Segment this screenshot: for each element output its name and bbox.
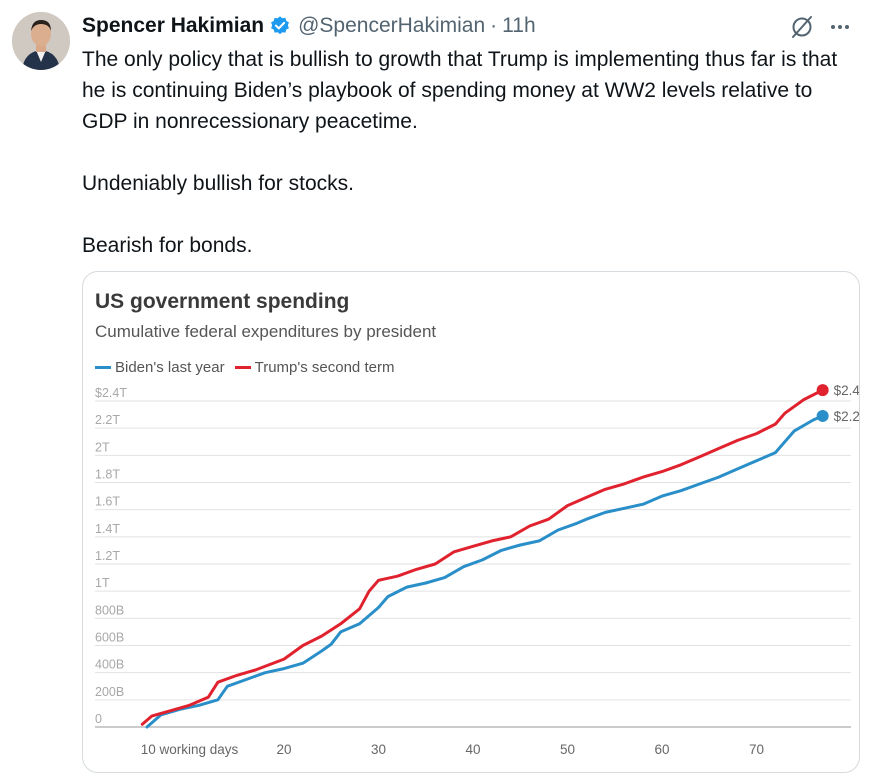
legend-label-trump: Trump's second term <box>254 359 395 376</box>
series-end-point-biden <box>816 409 829 422</box>
chart-card[interactable]: US government spending Cumulative federa… <box>82 271 860 773</box>
legend-item-biden: Biden's last year <box>95 359 225 376</box>
author-name[interactable]: Spencer Hakimian <box>82 14 265 37</box>
y-tick-label: 1.4T <box>95 522 120 536</box>
chart-legend: Biden's last year Trump's second term <box>95 359 404 376</box>
series-end-label-biden: $2.29T <box>834 409 859 424</box>
series-line-biden <box>145 414 825 729</box>
more-icon[interactable] <box>825 12 855 42</box>
y-tick-label: 1T <box>95 576 110 590</box>
grok-icon[interactable] <box>787 12 817 42</box>
y-tick-label: 1.8T <box>95 468 120 482</box>
y-tick-label: 1.2T <box>95 549 120 563</box>
chart-subtitle: Cumulative federal expenditures by presi… <box>95 322 437 341</box>
tweet-paragraph: The only policy that is bullish to growt… <box>82 48 838 133</box>
series-end-point-trump <box>816 384 829 397</box>
y-tick-label: 2T <box>95 440 110 454</box>
y-tick-label: 0 <box>95 712 102 726</box>
series-end-label-trump: $2.48T <box>834 383 859 398</box>
chart-title: US government spending <box>95 290 350 313</box>
y-tick-label: 600B <box>95 631 124 645</box>
tweet-text: The only policy that is bullish to growt… <box>82 44 862 261</box>
x-tick-label: 50 <box>560 742 575 757</box>
tweet-paragraph: Undeniably bullish for stocks. <box>82 172 354 195</box>
y-tick-label: $2.4T <box>95 386 127 400</box>
x-tick-label: 40 <box>465 742 480 757</box>
avatar[interactable] <box>12 12 70 70</box>
legend-item-trump: Trump's second term <box>234 359 395 376</box>
x-tick-label: 30 <box>371 742 386 757</box>
author-handle[interactable]: @SpencerHakimian <box>298 14 486 37</box>
legend-swatch-trump <box>234 366 251 369</box>
y-tick-label: 2.2T <box>95 413 120 427</box>
y-tick-label: 1.6T <box>95 495 120 509</box>
tweet-timestamp[interactable]: 11h <box>502 14 536 37</box>
x-tick-label: 10 working days <box>141 742 239 757</box>
y-tick-label: 800B <box>95 603 124 617</box>
x-tick-label: 60 <box>654 742 669 757</box>
verified-badge-icon <box>269 15 291 37</box>
x-tick-label: 70 <box>749 742 764 757</box>
x-tick-label: 20 <box>276 742 291 757</box>
y-tick-label: 400B <box>95 658 124 672</box>
legend-swatch-biden <box>95 366 111 369</box>
series-line-trump <box>140 388 825 726</box>
tweet-paragraph: Bearish for bonds. <box>82 234 253 257</box>
separator-dot: · <box>490 14 498 37</box>
legend-label-biden: Biden's last year <box>115 359 225 376</box>
chart-plot: $2.4T2.2T2T1.8T1.6T1.4T1.2T1T800B600B400… <box>95 383 859 757</box>
tweet-header: Spencer Hakimian @SpencerHakimian · 11h <box>82 10 849 42</box>
y-tick-label: 200B <box>95 685 124 699</box>
